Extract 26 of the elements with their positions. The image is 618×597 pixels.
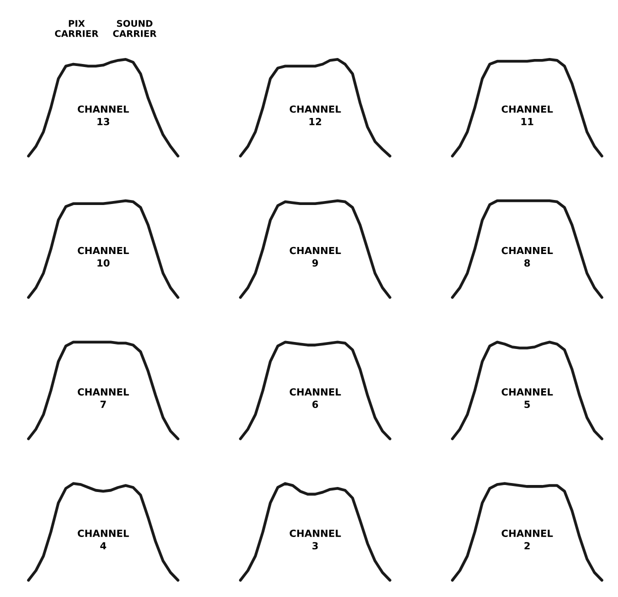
annotation: 2 (524, 542, 530, 550)
annotation: 7 (100, 400, 106, 408)
annotation: 4 (100, 542, 106, 550)
annotation: CHANNEL (290, 246, 341, 254)
annotation: 9 (312, 259, 318, 267)
annotation: 13 (98, 118, 110, 126)
annotation: CHANNEL (502, 105, 553, 113)
text: PIX CARRIER (54, 20, 98, 37)
annotation: 6 (312, 400, 318, 408)
annotation: 11 (521, 118, 534, 126)
text: SOUND CARRIER (113, 20, 156, 37)
annotation: CHANNEL (78, 246, 129, 254)
annotation: CHANNEL (78, 388, 129, 396)
annotation: CHANNEL (502, 388, 553, 396)
annotation: 8 (524, 259, 530, 267)
annotation: 10 (98, 259, 110, 267)
annotation: CHANNEL (290, 105, 341, 113)
annotation: 3 (312, 542, 318, 550)
annotation: 5 (524, 400, 530, 408)
annotation: 12 (310, 118, 322, 126)
annotation: CHANNEL (78, 530, 129, 537)
annotation: CHANNEL (78, 105, 129, 113)
annotation: CHANNEL (502, 246, 553, 254)
annotation: CHANNEL (502, 530, 553, 537)
annotation: CHANNEL (290, 530, 341, 537)
annotation: CHANNEL (290, 388, 341, 396)
